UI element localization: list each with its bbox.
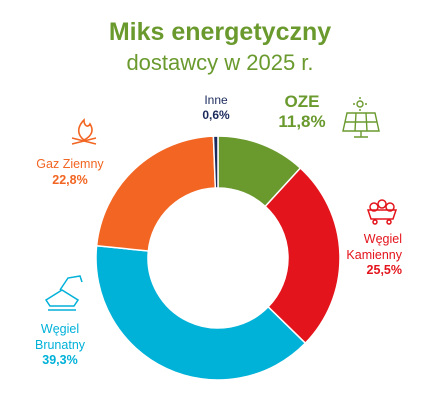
slice-label: Węgiel Brunatny 39,3%	[20, 322, 100, 369]
gas-icon	[71, 118, 97, 145]
category-name: Inne	[204, 93, 228, 107]
donut-slice	[264, 166, 341, 345]
value-label: 0,6%	[202, 108, 230, 122]
chart-title: Miks energetyczny	[108, 18, 332, 46]
slice-label: Węgiel Kamienny 25,5%	[330, 232, 402, 279]
donut-slice	[212, 135, 219, 189]
donut-slice	[95, 135, 217, 252]
value-label: 39,3%	[42, 353, 78, 367]
category-name: Węgiel Brunatny	[34, 322, 86, 352]
donut-slice	[95, 244, 307, 381]
slice-label: Inne 0,6%	[186, 93, 246, 123]
lignite-icon	[44, 275, 83, 311]
category-name: Gaz Ziemny	[36, 157, 104, 171]
value-label: 11,8%	[278, 112, 326, 131]
slice-label: OZE 11,8%	[262, 92, 342, 132]
chart-subtitle: dostawcy w 2025 r.	[126, 50, 314, 75]
coal-icon	[366, 199, 398, 225]
value-label: 22,8%	[52, 172, 88, 187]
slice-label: Gaz Ziemny 22,8%	[30, 157, 110, 188]
category-name: Węgiel Kamienny	[346, 232, 402, 262]
value-label: 25,5%	[366, 263, 402, 277]
solar-icon	[342, 97, 380, 138]
category-name: OZE	[284, 92, 320, 111]
